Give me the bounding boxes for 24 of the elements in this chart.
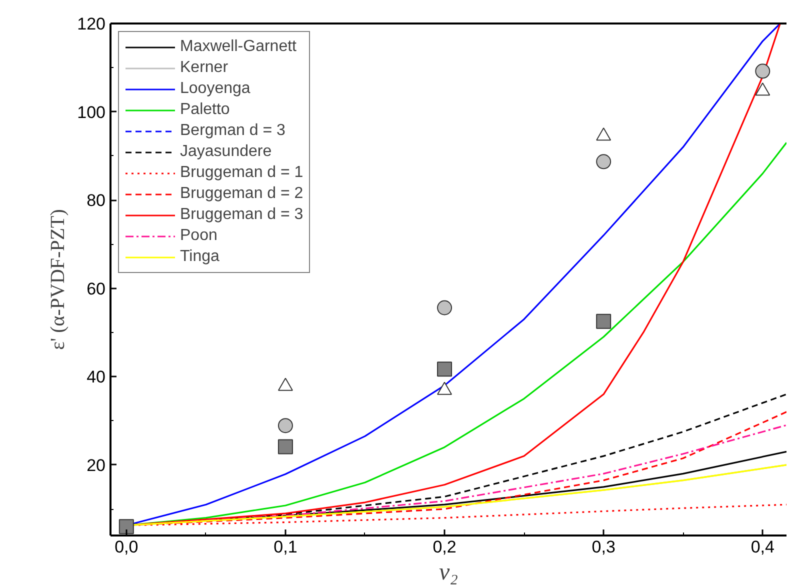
- legend-label: Bruggeman d = 3: [180, 206, 304, 224]
- y-tick-label: 80: [86, 191, 106, 210]
- y-tick-label: 60: [86, 279, 106, 298]
- y-axis-title: ε' (α-PVDF-PZT): [47, 209, 70, 350]
- x-tick-label: 0,3: [592, 538, 616, 556]
- legend-label: Looyenga: [180, 80, 250, 98]
- y-tick-label: 120: [77, 14, 106, 34]
- x-tick-label: 0,0: [114, 538, 138, 556]
- legend-label: Bergman d = 3: [180, 122, 286, 140]
- legend-label: Bruggeman d = 1: [180, 164, 304, 182]
- x-tick-label: 0,1: [274, 538, 298, 556]
- x-axis-title: v₂: [439, 560, 458, 586]
- x-tick-label: 0,2: [432, 538, 456, 556]
- legend-label: Jayasundere: [180, 143, 272, 161]
- x-tick-label: 0,4: [750, 538, 774, 556]
- legend-label: Poon: [180, 227, 218, 245]
- legend-label: Bruggeman d = 2: [180, 185, 304, 203]
- y-tick-label: 40: [86, 368, 106, 387]
- legend-label: Kerner: [180, 59, 228, 77]
- legend-label: Tinga: [180, 248, 220, 266]
- legend-label: Paletto: [180, 101, 230, 119]
- y-tick-label: 100: [77, 102, 106, 122]
- y-tick-label: 20: [86, 456, 106, 475]
- legend-label: Maxwell-Garnett: [180, 38, 296, 56]
